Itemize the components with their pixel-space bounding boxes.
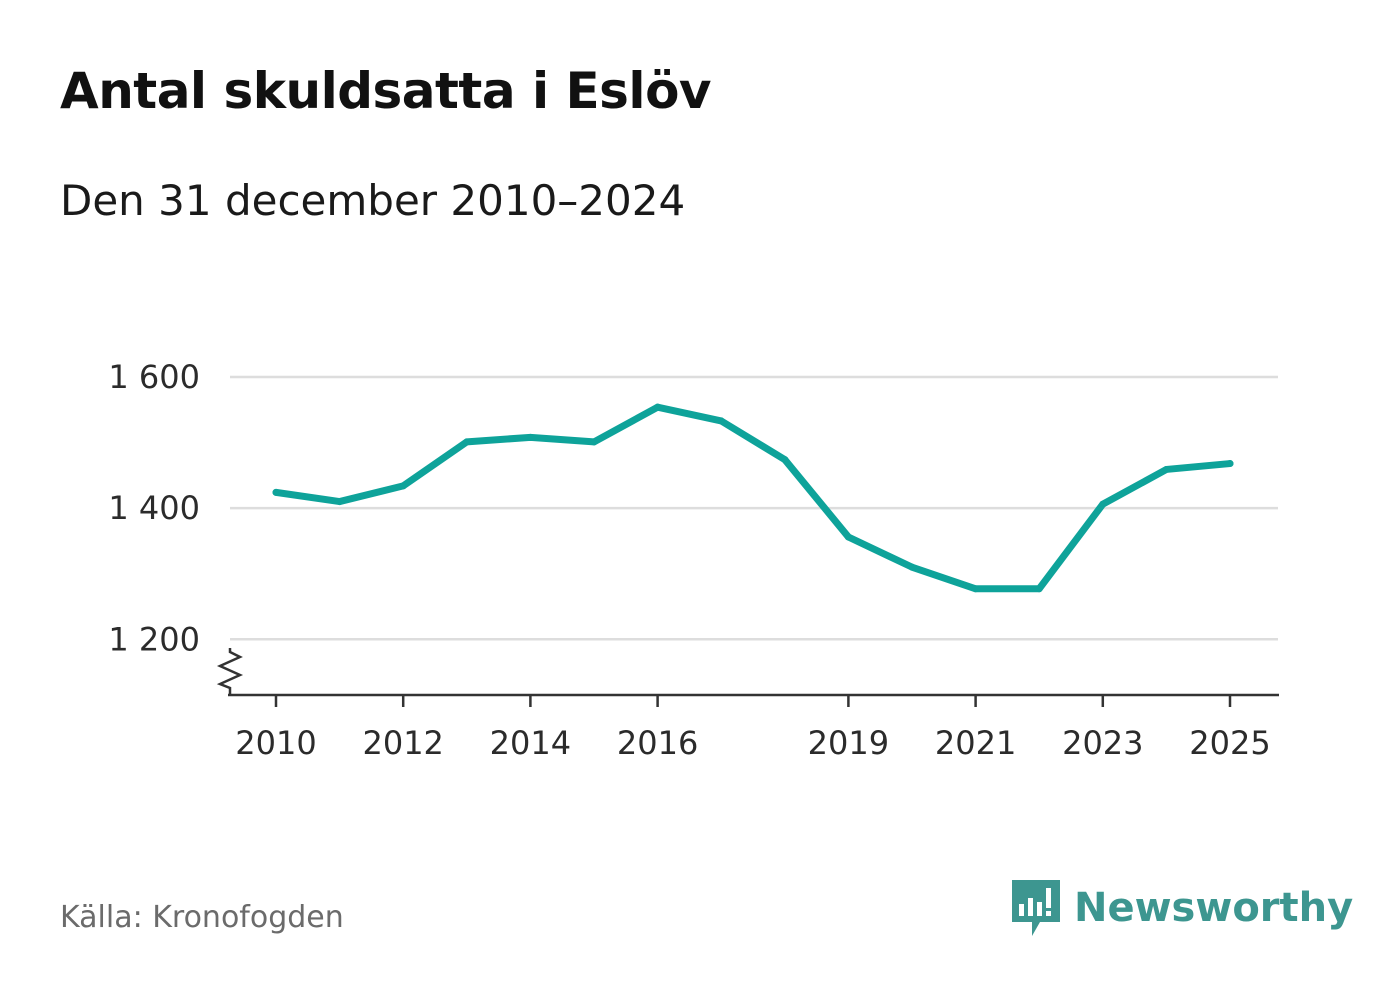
- gridlines: [230, 375, 1278, 641]
- data-point-2012: [399, 482, 407, 490]
- series-line: [272, 403, 1234, 593]
- x-axis-ticks: 2010 2012 2014 2016 2019 2021 2023 2025: [235, 695, 1271, 762]
- y-tick-label: 1 600: [108, 358, 200, 396]
- chart-subtitle: Den 31 december 2010–2024: [60, 176, 686, 225]
- data-point-2019: [844, 533, 852, 541]
- data-point-2010: [272, 488, 280, 496]
- x-tick-label: 2010: [235, 724, 316, 762]
- data-point-2021: [972, 585, 980, 593]
- data-point-2024: [1162, 465, 1170, 473]
- x-tick-label: 2014: [490, 724, 571, 762]
- y-axis-labels: 1 200 1 400 1 600: [108, 358, 200, 658]
- x-tick-label: 2012: [362, 724, 443, 762]
- data-point-2017: [717, 417, 725, 425]
- data-point-2025: [1226, 460, 1234, 468]
- source-note: Källa: Kronofogden: [60, 900, 344, 935]
- chart-title: Antal skuldsatta i Eslöv: [60, 62, 712, 120]
- data-point-2023: [1099, 500, 1107, 508]
- data-point-2020: [908, 563, 916, 571]
- y-tick-label: 1 400: [108, 489, 200, 527]
- data-point-2013: [463, 438, 471, 446]
- axis-break-icon: [216, 648, 244, 695]
- x-tick-label: 2016: [617, 724, 698, 762]
- data-point-2016: [654, 403, 662, 411]
- data-point-2018: [781, 456, 789, 464]
- newsworthy-logo-icon: [1012, 880, 1060, 936]
- y-tick-label: 1 200: [108, 620, 200, 658]
- data-point-2014: [526, 433, 534, 441]
- x-tick-label: 2021: [935, 724, 1016, 762]
- x-tick-label: 2019: [808, 724, 889, 762]
- x-tick-label: 2023: [1062, 724, 1143, 762]
- data-point-2011: [336, 498, 344, 506]
- brand-name: Newsworthy: [1074, 885, 1354, 931]
- data-point-2015: [590, 438, 598, 446]
- data-points: [272, 403, 1234, 593]
- x-tick-label: 2025: [1189, 724, 1270, 762]
- brand-logo[interactable]: Newsworthy: [1010, 878, 1353, 938]
- data-point-2022: [1035, 585, 1043, 593]
